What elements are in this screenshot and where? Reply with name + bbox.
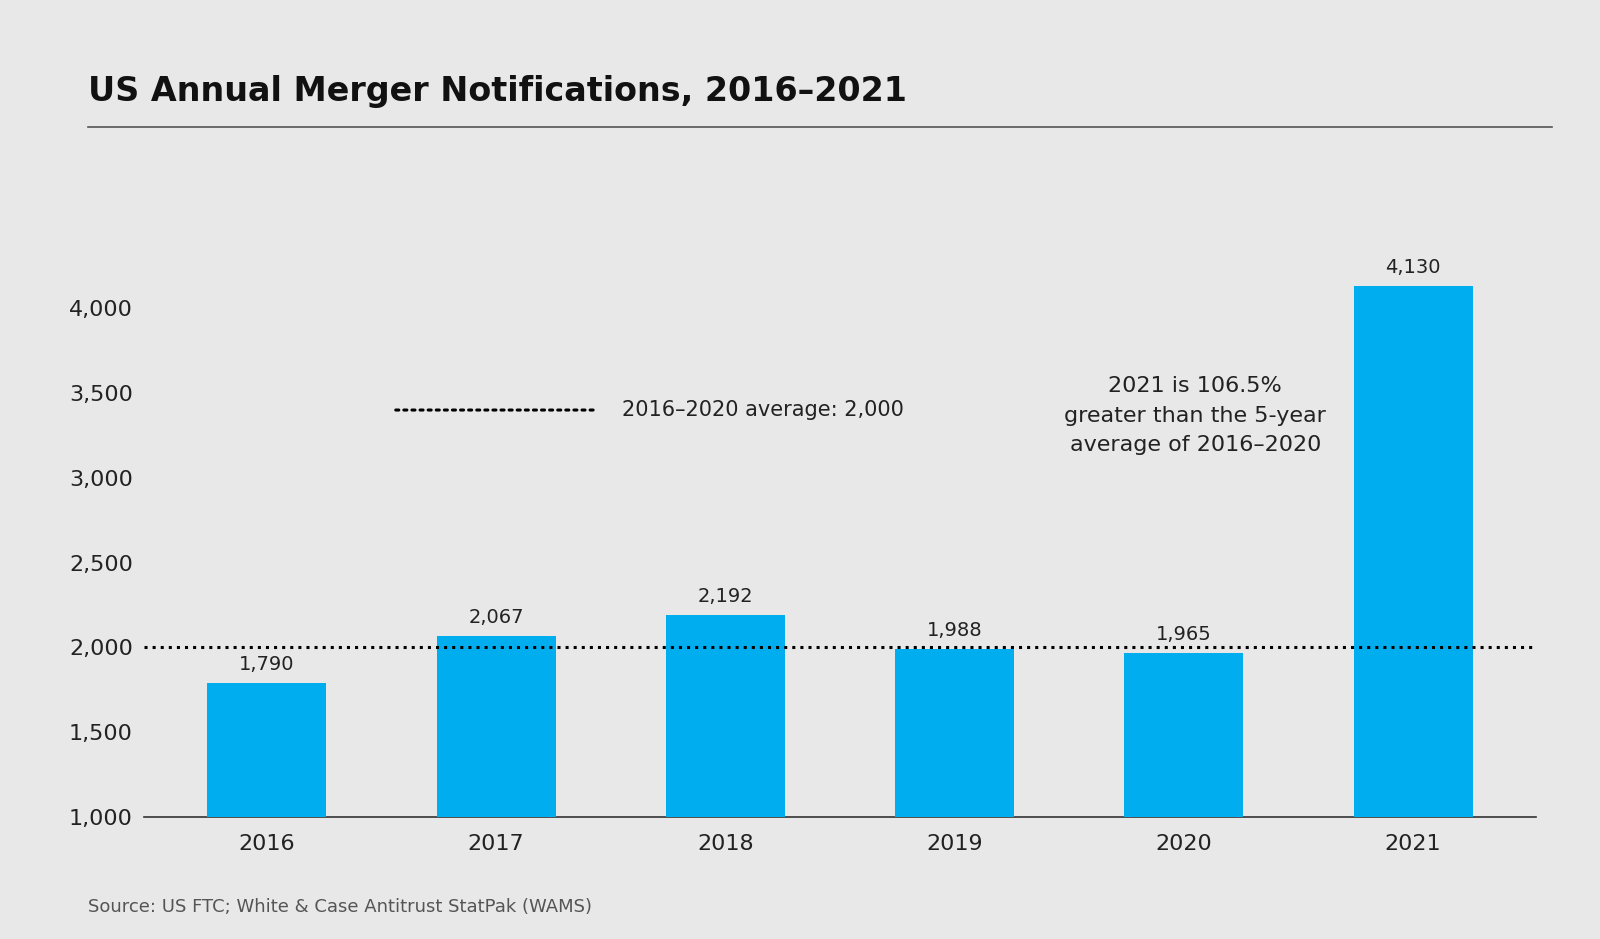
Text: 1,965: 1,965 — [1155, 625, 1211, 644]
Bar — [208, 683, 326, 939]
Text: 1,790: 1,790 — [238, 654, 294, 673]
Text: 1,988: 1,988 — [926, 621, 982, 640]
Bar — [666, 615, 786, 939]
Bar — [1354, 286, 1472, 939]
Text: 2021 is 106.5%
greater than the 5-year
average of 2016–2020: 2021 is 106.5% greater than the 5-year a… — [1064, 377, 1326, 455]
Text: 4,130: 4,130 — [1386, 258, 1442, 277]
Text: 2,192: 2,192 — [698, 587, 754, 606]
Text: 2016–2020 average: 2,000: 2016–2020 average: 2,000 — [622, 400, 904, 420]
Text: US Annual Merger Notifications, 2016–2021: US Annual Merger Notifications, 2016–202… — [88, 75, 907, 108]
Bar — [437, 636, 555, 939]
Bar — [894, 650, 1014, 939]
Text: Source: US FTC; White & Case Antitrust StatPak (WAMS): Source: US FTC; White & Case Antitrust S… — [88, 898, 592, 916]
Bar — [1125, 654, 1243, 939]
Text: 2,067: 2,067 — [469, 608, 523, 626]
